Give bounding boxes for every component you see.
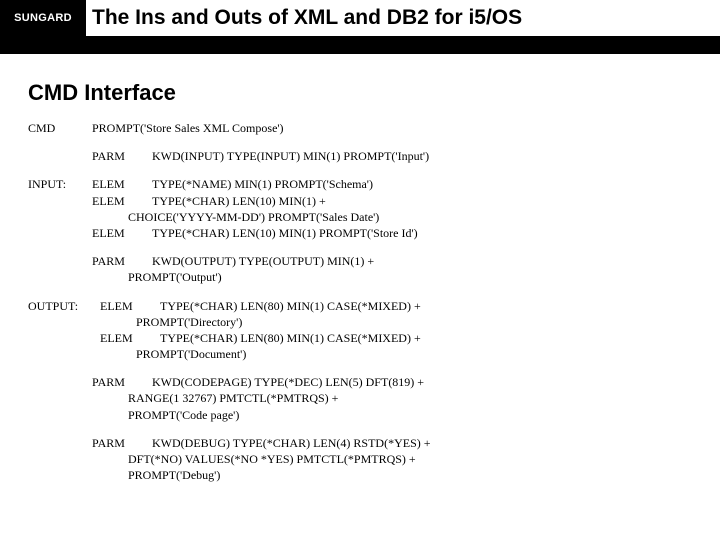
- parm3-value: KWD(CODEPAGE) TYPE(*DEC) LEN(5) DFT(819)…: [152, 374, 424, 390]
- input-label: INPUT:: [28, 176, 92, 241]
- parm3-row: PARM KWD(CODEPAGE) TYPE(*DEC) LEN(5) DFT…: [28, 374, 700, 423]
- cmd-value: PROMPT('Store Sales XML Compose'): [92, 120, 700, 136]
- cmd-code-block: CMD PROMPT('Store Sales XML Compose') PA…: [28, 120, 700, 483]
- logo: SUNGARD: [0, 0, 86, 36]
- parm2-row: PARM KWD(OUTPUT) TYPE(OUTPUT) MIN(1) + P…: [28, 253, 700, 285]
- page-title: The Ins and Outs of XML and DB2 for i5/O…: [86, 0, 720, 36]
- section-title: CMD Interface: [28, 80, 720, 106]
- parm1-row: PARM KWD(INPUT) TYPE(INPUT) MIN(1) PROMP…: [28, 148, 700, 164]
- parm1-value: KWD(INPUT) TYPE(INPUT) MIN(1) PROMPT('In…: [152, 148, 429, 164]
- input-elem3-value: TYPE(*CHAR) LEN(10) MIN(1) PROMPT('Store…: [152, 225, 418, 241]
- parm2-value: KWD(OUTPUT) TYPE(OUTPUT) MIN(1) +: [152, 253, 374, 269]
- input-row: INPUT: ELEM TYPE(*NAME) MIN(1) PROMPT('S…: [28, 176, 700, 241]
- output-elem1-label: ELEM: [100, 298, 160, 314]
- parm4-cont1: DFT(*NO) VALUES(*NO *YES) PMTCTL(*PMTRQS…: [92, 451, 700, 467]
- output-elem2-value: TYPE(*CHAR) LEN(80) MIN(1) CASE(*MIXED) …: [160, 330, 421, 346]
- header: SUNGARD The Ins and Outs of XML and DB2 …: [0, 0, 720, 54]
- input-elem1-value: TYPE(*NAME) MIN(1) PROMPT('Schema'): [152, 176, 373, 192]
- parm4-cont2: PROMPT('Debug'): [92, 467, 700, 483]
- parm2-label: PARM: [92, 253, 152, 269]
- parm4-label: PARM: [92, 435, 152, 451]
- output-elem1-value: TYPE(*CHAR) LEN(80) MIN(1) CASE(*MIXED) …: [160, 298, 421, 314]
- input-elem2-label: ELEM: [92, 193, 152, 209]
- parm3-label: PARM: [92, 374, 152, 390]
- parm2-cont: PROMPT('Output'): [92, 269, 700, 285]
- input-elem3-label: ELEM: [92, 225, 152, 241]
- input-elem1-label: ELEM: [92, 176, 152, 192]
- output-elem2-label: ELEM: [100, 330, 160, 346]
- output-label: OUTPUT:: [28, 298, 100, 363]
- input-elem2-cont: CHOICE('YYYY-MM-DD') PROMPT('Sales Date'…: [92, 209, 700, 225]
- cmd-label: CMD: [28, 120, 92, 136]
- input-elem2-value: TYPE(*CHAR) LEN(10) MIN(1) +: [152, 193, 326, 209]
- parm3-cont1: RANGE(1 32767) PMTCTL(*PMTRQS) +: [92, 390, 700, 406]
- parm4-row: PARM KWD(DEBUG) TYPE(*CHAR) LEN(4) RSTD(…: [28, 435, 700, 484]
- output-elem2-cont: PROMPT('Document'): [100, 346, 700, 362]
- parm4-value: KWD(DEBUG) TYPE(*CHAR) LEN(4) RSTD(*YES)…: [152, 435, 431, 451]
- output-elem1-cont: PROMPT('Directory'): [100, 314, 700, 330]
- logo-text: SUNGARD: [14, 12, 72, 24]
- cmd-row: CMD PROMPT('Store Sales XML Compose'): [28, 120, 700, 136]
- parm3-cont2: PROMPT('Code page'): [92, 407, 700, 423]
- output-row: OUTPUT: ELEM TYPE(*CHAR) LEN(80) MIN(1) …: [28, 298, 700, 363]
- parm1-label: PARM: [92, 148, 152, 164]
